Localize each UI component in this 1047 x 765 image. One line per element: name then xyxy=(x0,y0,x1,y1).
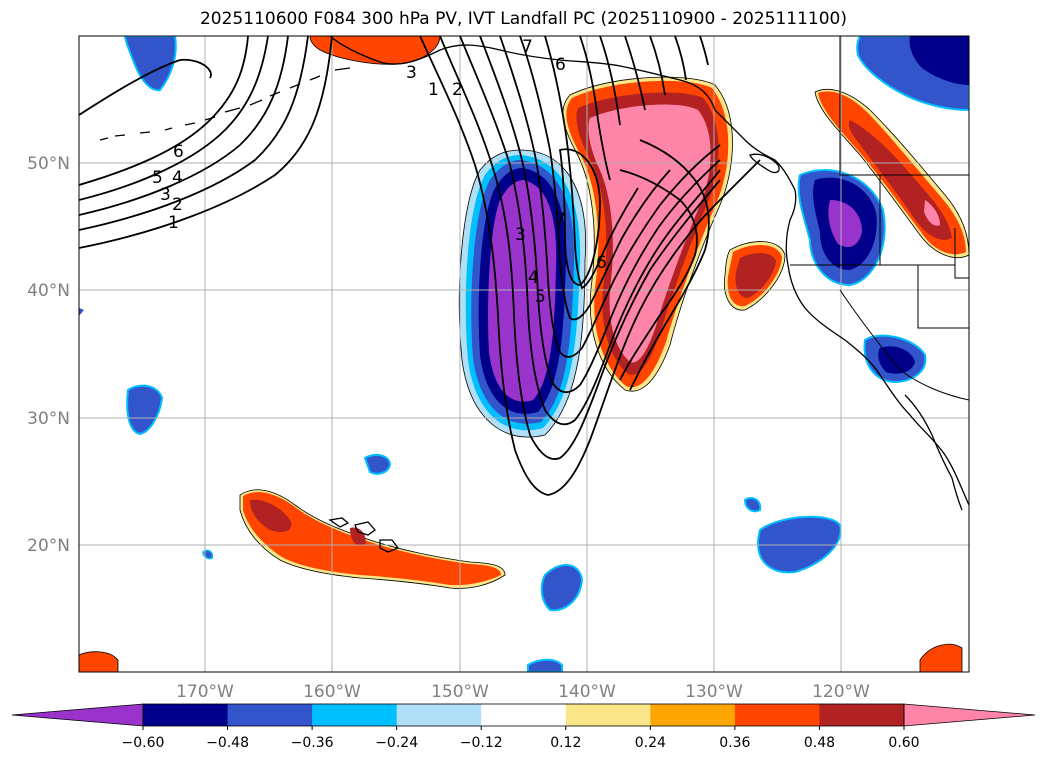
colorbar-tick-label: −0.12 xyxy=(460,735,503,751)
positive-streak-hawaii xyxy=(239,489,506,589)
lon-label-120w: 120°W xyxy=(812,682,870,702)
colorbar: −0.60 −0.48 −0.36 −0.24 −0.12 0.12 0.24 0.36 0.4… xyxy=(11,703,1036,751)
contour-label: 4 xyxy=(528,268,539,288)
negative-patch-central-pacific xyxy=(126,384,164,436)
contour-label: 6 xyxy=(555,55,566,75)
colorbar-outline xyxy=(142,703,905,727)
coastlines xyxy=(99,36,969,553)
negative-patch-canada xyxy=(856,36,969,112)
positive-patch-bottom-left xyxy=(79,651,119,672)
colorbar-min-extend xyxy=(11,703,144,727)
contour-label: 6 xyxy=(173,142,184,162)
negative-patch-edge xyxy=(79,308,84,316)
pv-contours xyxy=(79,36,761,496)
lon-label-170w: 170°W xyxy=(176,682,234,702)
contour-label: 6 xyxy=(596,253,607,273)
colorbar-segment xyxy=(734,704,820,726)
colorbar-tick-label: −0.60 xyxy=(122,735,165,751)
colorbar-segment xyxy=(396,704,482,726)
contour-label: 2 xyxy=(172,195,183,215)
colorbar-tick-label: 0.12 xyxy=(550,735,581,751)
colorbar-segment xyxy=(312,704,398,726)
contour-labels: 6 5 4 3 2 1 1 2 3 7 6 3 4 5 7 6 xyxy=(152,37,607,307)
colorbar-segment xyxy=(819,704,905,726)
lon-label-150w: 150°W xyxy=(431,682,489,702)
negative-patch-southern-california xyxy=(863,334,927,384)
lat-label-20n: 20°N xyxy=(27,536,70,556)
colorbar-tick-label: −0.24 xyxy=(375,735,418,751)
colorbar-tick-label: −0.48 xyxy=(206,735,249,751)
political-borders xyxy=(790,36,969,401)
negative-patch-south-pacific xyxy=(540,564,584,612)
contour-label: 1 xyxy=(168,213,179,233)
negative-patch-small-1 xyxy=(363,453,392,475)
lat-label-50n: 50°N xyxy=(27,154,70,174)
map-frame xyxy=(78,35,970,673)
negative-pv-anomaly-main xyxy=(458,149,587,438)
colorbar-tick-label: 0.36 xyxy=(719,735,750,751)
lat-label-40n: 40°N xyxy=(27,281,70,301)
contour-label: 4 xyxy=(172,168,183,188)
colorbar-segment xyxy=(650,704,736,726)
contour-label: 7 xyxy=(555,210,566,230)
contour-label: 3 xyxy=(406,63,417,83)
negative-patch-oregon xyxy=(797,169,886,287)
colorbar-max-extend xyxy=(903,703,1036,727)
lon-label-130w: 130°W xyxy=(685,682,743,702)
contour-label: 5 xyxy=(152,168,163,188)
map-title: 2025110600 F084 300 hPa PV, IVT Landfall… xyxy=(199,9,847,29)
longitude-labels: 170°W 160°W 150°W 140°W 130°W 120°W xyxy=(176,682,870,702)
colorbar-segment xyxy=(143,704,229,726)
positive-patch-north-pacific xyxy=(309,36,441,65)
colorbar-segments xyxy=(143,704,905,726)
contour-label: 3 xyxy=(160,185,171,205)
lon-label-140w: 140°W xyxy=(558,682,616,702)
colorbar-tick-label: 0.24 xyxy=(635,735,666,751)
negative-patch-aleutian xyxy=(123,36,177,92)
negative-patch-bottom-center xyxy=(527,658,563,672)
contour-label: 1 xyxy=(428,80,439,100)
colorbar-segment xyxy=(565,704,651,726)
contour-label: 2 xyxy=(452,80,463,100)
positive-patch-bottom-right xyxy=(919,643,963,672)
colorbar-segment xyxy=(481,704,567,726)
contour-label: 7 xyxy=(522,37,533,57)
colorbar-segment xyxy=(227,704,313,726)
colorbar-tick-label: 0.60 xyxy=(888,735,919,751)
positive-patch-offshore-california xyxy=(723,241,786,311)
gridlines xyxy=(79,36,969,672)
contour-label: 3 xyxy=(515,225,526,245)
contour-label: 5 xyxy=(535,287,546,307)
colorbar-tick-label: −0.36 xyxy=(291,735,334,751)
colorbar-tick-label: 0.48 xyxy=(804,735,835,751)
colorbar-tick-labels: −0.60 −0.48 −0.36 −0.24 −0.12 0.12 0.24 0.36 0.4… xyxy=(122,735,920,751)
lat-label-30n: 30°N xyxy=(27,409,70,429)
lon-label-160w: 160°W xyxy=(303,682,361,702)
map-content: 6 5 4 3 2 1 1 2 3 7 6 3 4 5 7 6 xyxy=(79,36,969,672)
colorbar-ticks xyxy=(142,726,905,730)
latitude-labels: 50°N 40°N 30°N 20°N xyxy=(27,154,70,556)
negative-patch-small-2 xyxy=(743,497,762,513)
